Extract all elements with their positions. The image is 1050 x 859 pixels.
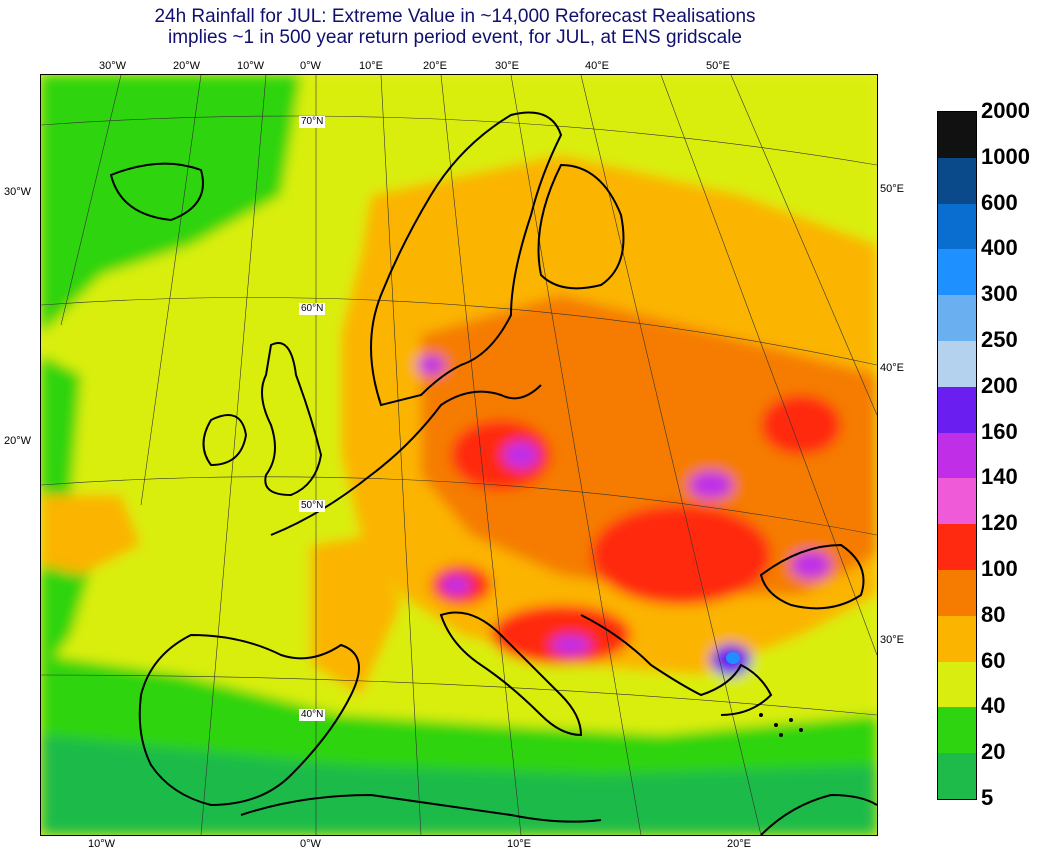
colorbar-segment (938, 249, 976, 296)
rainfall-field (41, 75, 877, 835)
colorbar-segment (938, 615, 976, 663)
lat-label-50n: 50°N (299, 500, 326, 512)
colorbar-level-label: 1000 (981, 143, 1030, 169)
colorbar-segment (938, 295, 976, 342)
colorbar-level-label: 100 (981, 556, 1018, 581)
colorbar-segment (938, 112, 976, 159)
right-tick-0: 50°E (880, 183, 904, 195)
top-tick-5: 20°E (423, 60, 447, 72)
colorbar-level-label: 80 (981, 601, 1006, 627)
colorbar-level-label: 600 (981, 189, 1018, 215)
colorbar-level-label: 40 (981, 693, 1006, 719)
colorbar-segment (938, 341, 976, 388)
colorbar-segment (938, 157, 976, 205)
colorbar-segment (938, 753, 976, 800)
colorbar-level-label: 20 (981, 739, 1006, 765)
bottom-tick-2: 10°E (507, 838, 531, 850)
colorbar-segment (938, 386, 976, 434)
colorbar-segment (938, 707, 976, 754)
left-tick-0: 30°W (4, 186, 32, 198)
left-tick-1: 20°W (4, 435, 32, 447)
colorbar-segment (938, 570, 976, 617)
colorbar-segment (938, 524, 976, 571)
right-tick-1: 40°E (880, 362, 904, 374)
top-tick-3: 0°W (300, 60, 321, 72)
colorbar-level-label: 160 (981, 418, 1018, 444)
colorbar (937, 111, 977, 800)
top-tick-1: 20°W (173, 60, 201, 72)
map-title-line2: implies ~1 in 500 year return period eve… (168, 27, 742, 48)
map-canvas (41, 75, 877, 835)
colorbar-segment (938, 203, 976, 250)
top-tick-0: 30°W (99, 60, 127, 72)
top-tick-7: 40°E (585, 60, 609, 72)
lat-label-60n: 60°N (299, 303, 326, 315)
map-title-line1: 24h Rainfall for JUL: Extreme Value in ~… (154, 6, 756, 27)
colorbar-level-label: 120 (981, 510, 1018, 536)
colorbar-level-label: 2000 (981, 98, 1030, 123)
colorbar-level-label: 400 (981, 235, 1018, 261)
lat-label-40n: 40°N (299, 709, 326, 721)
bottom-tick-1: 0°W (300, 838, 321, 850)
colorbar-level-label: 60 (981, 647, 1006, 673)
top-tick-8: 50°E (706, 60, 730, 72)
coastlines (109, 111, 877, 835)
colorbar-level-label: 5 (981, 785, 994, 810)
colorbar-level-label: 250 (981, 327, 1018, 352)
colorbar-level-label: 140 (981, 464, 1018, 490)
top-tick-2: 10°W (237, 60, 265, 72)
bottom-tick-3: 20°E (727, 838, 751, 850)
bottom-tick-0: 10°W (88, 838, 116, 850)
colorbar-level-label: 300 (981, 281, 1018, 307)
colorbar-segment (938, 432, 976, 479)
islands (759, 713, 803, 737)
colorbar-level-label: 200 (981, 372, 1018, 398)
colorbar-segment (938, 661, 976, 708)
extreme-core (726, 652, 740, 664)
lat-label-70n: 70°N (299, 116, 326, 128)
top-tick-4: 10°E (359, 60, 383, 72)
right-tick-2: 30°E (880, 634, 904, 646)
graticule (41, 75, 877, 835)
colorbar-segment (938, 478, 976, 525)
rainfall-map: 70°N 60°N 50°N 40°N (40, 74, 878, 836)
top-tick-6: 30°E (495, 60, 519, 72)
